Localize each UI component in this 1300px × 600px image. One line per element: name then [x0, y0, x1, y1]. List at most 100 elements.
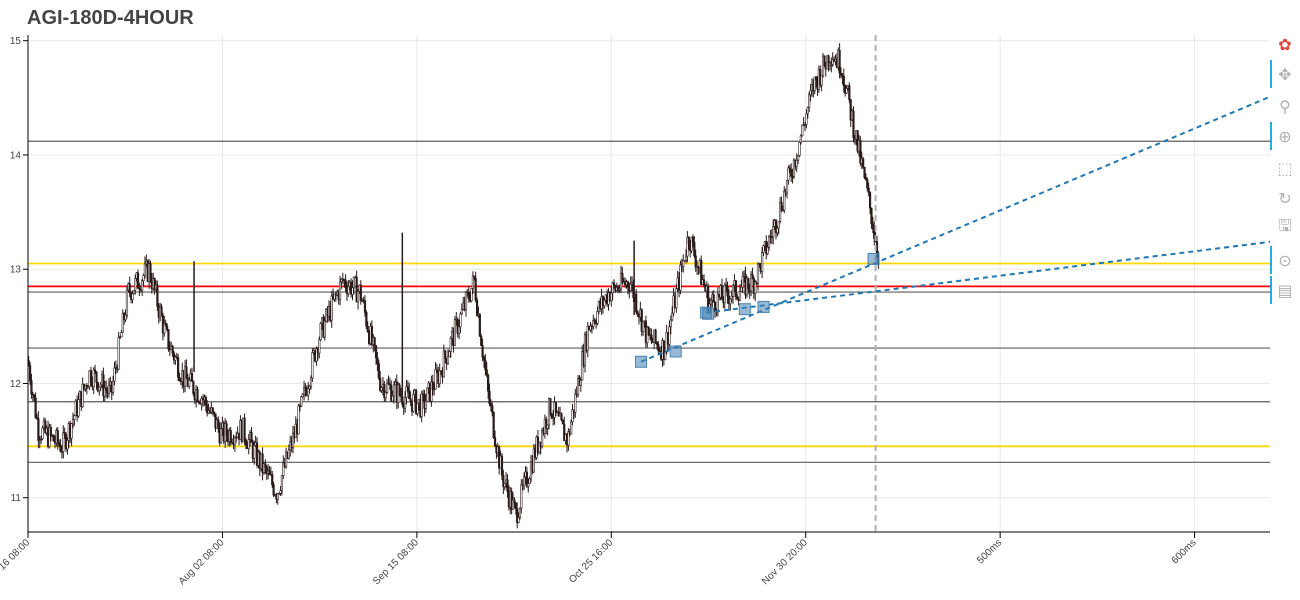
- candle-body: [574, 393, 577, 413]
- candle-body: [307, 388, 310, 396]
- candle-body: [471, 275, 475, 289]
- candle-body: [767, 236, 771, 248]
- candle-body: [319, 323, 322, 341]
- x-tick-label: Nov 30 20:00: [760, 537, 810, 587]
- candle-body: [491, 405, 494, 413]
- candle-body: [774, 220, 778, 234]
- candle-body: [805, 113, 808, 125]
- candle-body: [592, 320, 595, 327]
- candle-body: [420, 393, 423, 417]
- candle-body: [81, 383, 84, 407]
- candle-body: [694, 255, 697, 268]
- candle-body: [734, 280, 737, 298]
- candle-body: [579, 379, 582, 386]
- candle-body: [669, 319, 672, 328]
- candle-body: [532, 448, 535, 473]
- candle-body: [282, 462, 285, 477]
- pivot-points: [635, 252, 880, 368]
- bokeh-logo-icon[interactable]: ✿: [1278, 34, 1292, 54]
- candle-body: [506, 479, 509, 492]
- candle-body: [470, 288, 473, 302]
- pivot-point: [635, 355, 648, 368]
- candle-body: [435, 369, 439, 372]
- candle-body: [772, 226, 775, 238]
- candle-body: [726, 286, 729, 297]
- reset-tool-icon[interactable]: ↻: [1278, 188, 1292, 208]
- candle-body: [684, 255, 688, 261]
- candle-body: [356, 291, 360, 303]
- candle-body: [654, 329, 657, 343]
- candle-body: [62, 432, 65, 452]
- save-tool-icon[interactable]: 🖫: [1278, 215, 1292, 235]
- candle-body: [813, 76, 816, 92]
- y-tick-label: 15: [10, 36, 22, 47]
- candle-body: [640, 309, 643, 332]
- candle-body: [787, 167, 790, 181]
- candle-body: [517, 517, 520, 523]
- box-select-tool-icon[interactable]: ⬚: [1277, 158, 1293, 178]
- candle-body: [549, 398, 552, 415]
- candle-body: [713, 301, 717, 312]
- candle-body: [284, 451, 288, 468]
- candle-body: [376, 357, 379, 365]
- candle-body: [105, 387, 108, 391]
- candle-body: [586, 325, 589, 351]
- candle-body: [204, 396, 207, 406]
- plot-area: [28, 35, 1270, 532]
- candle-body: [629, 283, 632, 291]
- x-tick-label: 500ms: [975, 537, 1004, 566]
- candle-body: [253, 445, 256, 459]
- candle-body: [261, 453, 264, 473]
- candle-body: [457, 326, 461, 334]
- candle-body: [712, 294, 715, 303]
- candle-body: [814, 76, 818, 81]
- candle-body: [442, 350, 445, 378]
- candle-body: [308, 386, 311, 389]
- candle-body: [89, 370, 93, 383]
- candle-body: [863, 166, 866, 178]
- candle-body: [120, 332, 123, 338]
- candle-body: [485, 369, 488, 376]
- candle-body: [323, 320, 326, 338]
- candle-body: [37, 418, 40, 441]
- candle-body: [363, 300, 367, 313]
- candle-body: [48, 427, 51, 447]
- candle-body: [138, 288, 141, 290]
- candle-body: [244, 439, 248, 446]
- candle-body: [459, 313, 462, 328]
- candle-body: [849, 99, 852, 121]
- candle-body: [650, 334, 653, 342]
- candle-body: [318, 339, 321, 354]
- candle-body: [268, 470, 271, 476]
- candle-body: [806, 107, 809, 115]
- candle-body: [864, 177, 868, 180]
- candle-body: [754, 281, 757, 294]
- candle-body: [866, 179, 869, 189]
- candle-body: [41, 427, 44, 440]
- pan-tool-icon[interactable]: ✥: [1270, 60, 1297, 88]
- candle-body: [380, 387, 383, 391]
- candle-body: [576, 378, 580, 395]
- candle-body: [464, 292, 468, 310]
- trend-line: [640, 95, 1271, 363]
- crosshair-tool-icon[interactable]: ⊙: [1270, 246, 1297, 274]
- candle-body: [845, 88, 848, 94]
- candle-body: [503, 482, 506, 487]
- candle-body: [731, 285, 735, 297]
- candle-body: [301, 393, 304, 397]
- chart-toolbar: ✿ ✥ ⚲ ⊕ ⬚ ↻ 🖫 ⊙ ▤: [1270, 32, 1300, 322]
- candle-body: [618, 288, 621, 291]
- candle-body: [309, 377, 313, 387]
- wheel-zoom-tool-icon[interactable]: ⊕: [1270, 122, 1297, 150]
- candle-body: [211, 407, 214, 413]
- candle-body: [272, 484, 275, 496]
- candle-body: [112, 380, 115, 393]
- candle-body: [487, 374, 490, 392]
- candle-body: [264, 463, 267, 468]
- box-zoom-tool-icon[interactable]: ⚲: [1279, 96, 1291, 116]
- candle-body: [167, 329, 170, 350]
- candle-body: [412, 394, 415, 412]
- candle-body: [570, 421, 573, 435]
- hover-tool-icon[interactable]: ▤: [1270, 276, 1297, 304]
